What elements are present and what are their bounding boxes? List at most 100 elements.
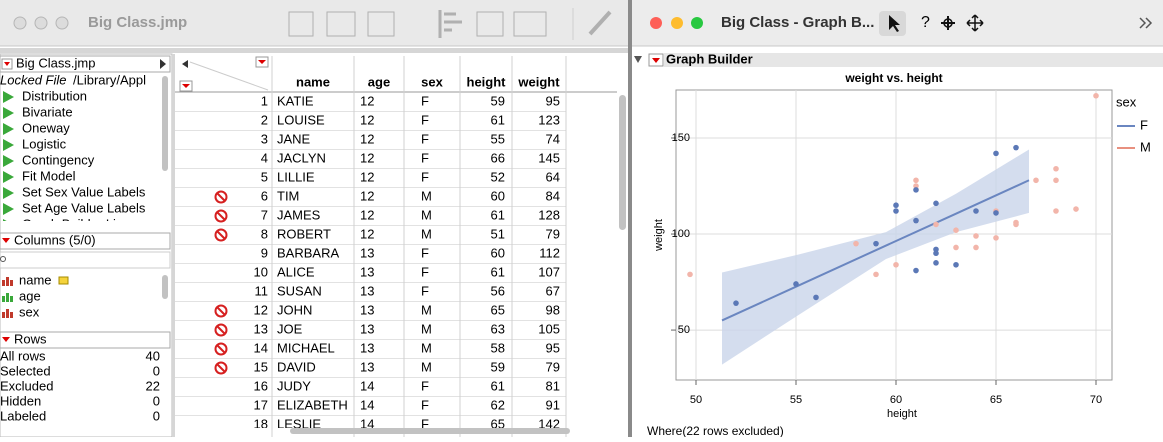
cell: 12 (360, 169, 374, 184)
y-tick-label: 100 (672, 228, 690, 240)
column-item[interactable]: name (19, 272, 52, 287)
column-item[interactable]: age (19, 288, 41, 303)
cell: 59 (491, 359, 505, 374)
minimize-button[interactable] (671, 17, 683, 29)
scrollbar[interactable] (619, 95, 626, 230)
column-header[interactable]: name (296, 74, 330, 89)
confidence-band (722, 149, 1029, 365)
panel-header (0, 55, 171, 73)
column-item[interactable]: sex (19, 304, 40, 319)
cell: F (421, 93, 429, 108)
cell: 107 (538, 264, 560, 279)
scrollbar[interactable] (290, 428, 570, 434)
outline-toggle[interactable] (634, 56, 642, 63)
expand-arrow[interactable] (160, 59, 166, 69)
script-item[interactable]: Bivariate (22, 104, 73, 119)
script-item[interactable]: Set Sex Value Labels (22, 184, 146, 199)
tool-icon[interactable] (367, 11, 395, 37)
close-button[interactable] (650, 17, 662, 29)
search-icon (0, 256, 6, 262)
tool-icon[interactable] (288, 11, 314, 37)
cell: F (421, 397, 429, 412)
script-item[interactable]: Logistic (22, 136, 67, 151)
x-tick-label: 50 (690, 394, 702, 406)
point (913, 187, 919, 193)
row-number: 3 (261, 131, 268, 146)
row-number: 18 (254, 416, 268, 431)
panel-header (0, 232, 171, 250)
script-item[interactable]: Set Age Value Labels (22, 200, 146, 215)
corner-line (189, 61, 269, 91)
cell: 14 (360, 416, 374, 431)
x-tick-label: 55 (790, 394, 802, 406)
cell: 63 (491, 321, 505, 336)
point (1053, 208, 1059, 214)
cell: 61 (491, 112, 505, 127)
cell: 61 (491, 264, 505, 279)
overflow-button[interactable] (1139, 17, 1153, 29)
x-tick-label: 60 (890, 394, 902, 406)
tool-icon[interactable] (513, 11, 547, 37)
dropdown-arrow[interactable] (2, 238, 10, 243)
search-box[interactable] (0, 251, 171, 269)
script-item[interactable]: Graph Builder Line (22, 216, 130, 231)
column-header[interactable]: age (368, 74, 390, 89)
zoom-button[interactable] (55, 16, 69, 30)
cell: 67 (546, 283, 560, 298)
cell: F (421, 150, 429, 165)
cell: ALICE (277, 264, 315, 279)
tool-icon[interactable] (326, 11, 356, 37)
point (1033, 177, 1039, 184)
legend-label[interactable]: F (1140, 117, 1148, 132)
point (893, 208, 899, 214)
cell: 79 (546, 226, 560, 241)
zoom-button[interactable] (691, 17, 703, 29)
column-header[interactable]: sex (421, 74, 443, 89)
table-name: Big Class.jmp (16, 55, 95, 70)
point (793, 281, 799, 287)
legend-label[interactable]: M (1140, 139, 1151, 154)
cell: BARBARA (277, 245, 339, 260)
cell: ROBERT (277, 226, 331, 241)
cell: 123 (538, 112, 560, 127)
row-state-label: Hidden (0, 393, 41, 408)
cell: F (421, 112, 429, 127)
point (913, 177, 919, 184)
tool-icon[interactable] (438, 10, 462, 38)
point (873, 271, 879, 278)
row-number: 4 (261, 150, 268, 165)
cell: F (421, 283, 429, 298)
tool-icon[interactable] (476, 11, 504, 37)
window-title: Big Class.jmp (88, 14, 187, 31)
excluded-icon (214, 209, 228, 223)
help-tool[interactable]: ? (921, 14, 930, 31)
scrollbar[interactable] (162, 275, 168, 299)
x-tick-label: 65 (990, 394, 1002, 406)
close-button[interactable] (13, 16, 27, 30)
script-icon (3, 219, 7, 221)
cell: F (421, 416, 429, 431)
cell: 95 (546, 93, 560, 108)
column-header[interactable]: weight (517, 74, 560, 89)
tool-icon[interactable] (588, 10, 612, 36)
x-tick-label: 70 (1090, 394, 1102, 406)
minimize-button[interactable] (34, 16, 48, 30)
cell: 64 (546, 169, 560, 184)
scrollbar[interactable] (162, 76, 168, 171)
script-item[interactable]: Contingency (22, 152, 95, 167)
cell: M (421, 340, 432, 355)
point (953, 244, 959, 251)
dropdown-arrow[interactable] (2, 337, 10, 342)
cell: F (421, 378, 429, 393)
grabber-tool[interactable] (966, 14, 984, 32)
column-header[interactable]: height (467, 74, 507, 89)
cell: M (421, 321, 432, 336)
script-item[interactable]: Distribution (22, 88, 87, 103)
point (933, 260, 939, 266)
script-item[interactable]: Oneway (22, 120, 70, 135)
row-number: 11 (255, 283, 269, 298)
collapse-arrow[interactable] (182, 60, 188, 68)
point (913, 183, 919, 189)
point (813, 294, 819, 301)
script-item[interactable]: Fit Model (22, 168, 76, 183)
